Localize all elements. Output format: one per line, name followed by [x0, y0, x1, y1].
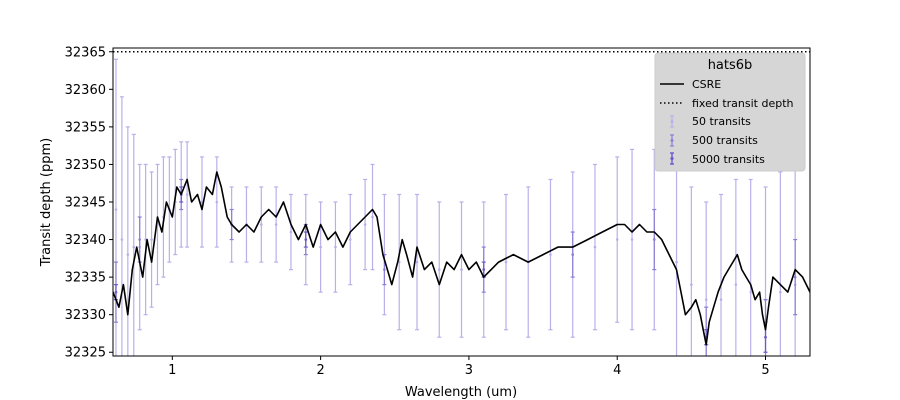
y-axis-label: Transit depth (ppm): [39, 138, 54, 267]
errorbar-50-transits: [155, 163, 160, 286]
errorbar-50-transits: [125, 126, 130, 356]
errorbar-50-transits: [719, 193, 724, 356]
x-axis: 1 2 3 4 5: [168, 356, 770, 378]
errorbar-500-transits: [570, 231, 575, 278]
plot-area: [113, 50, 810, 356]
errorbar-50-transits: [503, 193, 508, 331]
errorbar-50-transits: [259, 186, 264, 263]
y-tick-label: 32360: [65, 83, 106, 98]
errorbar-50-transits: [415, 193, 420, 331]
x-tick-label: 2: [316, 363, 324, 378]
errorbar-series-5000-transits: [113, 186, 768, 353]
y-tick-label: 32340: [65, 233, 106, 248]
csre-model-line: [113, 171, 810, 346]
y-tick-label: 32335: [65, 271, 106, 286]
legend-csre-label: CSRE: [692, 78, 721, 91]
errorbar-50-transits: [630, 148, 635, 331]
errorbar-50-transits: [689, 186, 694, 356]
errorbar-500-transits: [652, 208, 657, 271]
errorbar-50-transits: [149, 171, 154, 308]
legend-5000-label: 5000 transits: [692, 153, 765, 166]
x-tick-label: 4: [613, 363, 621, 378]
errorbar-5000-transits: [303, 231, 308, 248]
y-tick-label: 32330: [65, 308, 106, 323]
y-tick-label: 32345: [65, 196, 106, 211]
errorbar-50-transits: [318, 201, 323, 293]
legend-fixed-label: fixed transit depth: [692, 97, 794, 110]
y-tick-label: 32365: [65, 45, 106, 60]
errorbar-50-transits: [704, 201, 709, 356]
errorbar-50-transits: [288, 193, 293, 271]
legend-500-swatch: [670, 134, 674, 147]
legend-5000-swatch: [670, 152, 674, 165]
errorbar-50-transits: [119, 96, 124, 356]
legend-50-label: 50 transits: [692, 115, 751, 128]
legend-50-swatch: [670, 115, 674, 128]
errorbar-50-transits: [592, 163, 597, 331]
errorbar-50-transits: [733, 178, 738, 356]
y-axis: 32325 32330 32335 32340 32345 32350 32355 32360…: [65, 45, 113, 361]
y-tick-label: 32350: [65, 158, 106, 173]
legend: hats6b CSRE fixed transit depth 50 trans…: [654, 52, 806, 172]
y-tick-label: 32325: [65, 346, 106, 361]
errorbar-50-transits: [274, 186, 279, 263]
errorbar-series-50-transits: [113, 58, 798, 356]
errorbar-50-transits: [131, 133, 136, 356]
errorbar-50-transits: [437, 201, 442, 338]
x-tick-label: 1: [168, 363, 176, 378]
x-axis-label: Wavelength (um): [405, 385, 517, 400]
x-tick-label: 5: [761, 363, 769, 378]
legend-500-label: 500 transits: [692, 134, 758, 147]
errorbar-50-transits: [548, 178, 553, 331]
errorbar-50-transits: [778, 171, 783, 356]
errorbar-50-transits: [333, 201, 338, 293]
errorbar-50-transits: [748, 178, 753, 356]
legend-box: [654, 52, 806, 172]
errorbar-50-transits: [459, 201, 464, 338]
errorbar-50-transits: [363, 178, 368, 271]
x-tick-label: 3: [465, 363, 473, 378]
legend-title: hats6b: [708, 58, 753, 73]
errorbar-500-transits: [793, 238, 798, 316]
errorbar-50-transits: [348, 193, 353, 286]
y-tick-label: 32355: [65, 120, 106, 135]
errorbar-50-transits: [185, 141, 190, 248]
errorbar-50-transits: [615, 156, 620, 323]
errorbar-50-transits: [370, 163, 375, 271]
